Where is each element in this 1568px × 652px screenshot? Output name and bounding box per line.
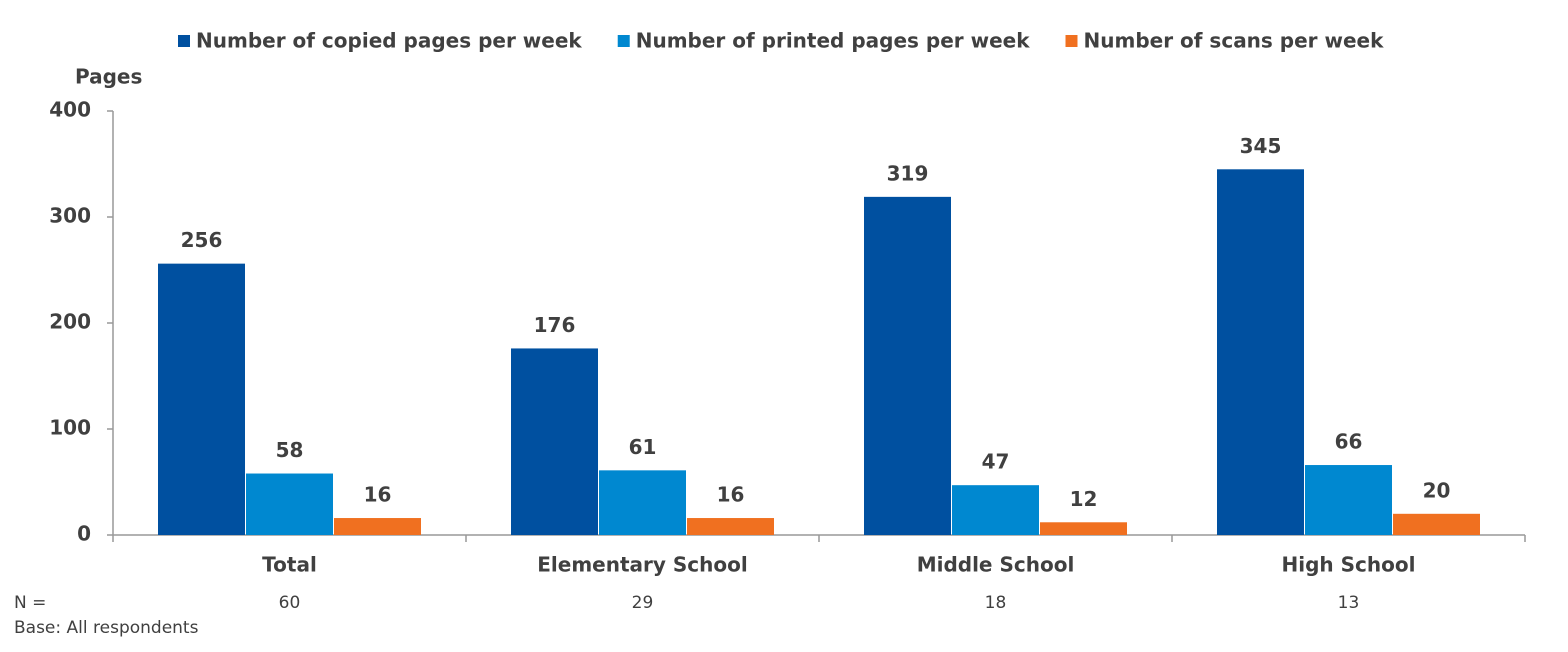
n-value: 29 [632, 593, 654, 613]
y-tick-label: 0 [77, 522, 91, 546]
bar [1040, 522, 1127, 535]
value-label: 61 [629, 435, 657, 459]
legend-label: Number of copied pages per week [196, 29, 582, 53]
bar [511, 348, 598, 535]
legend-swatch [178, 35, 190, 47]
bar [687, 518, 774, 535]
n-value: 13 [1338, 593, 1360, 613]
y-tick-label: 400 [49, 98, 91, 122]
x-tick-label: Elementary School [537, 553, 747, 577]
value-label: 16 [364, 483, 392, 507]
bar [158, 263, 245, 535]
value-label: 47 [982, 450, 1010, 474]
x-tick-label: Middle School [917, 553, 1075, 577]
bar [246, 473, 333, 535]
y-axis-label: Pages [75, 65, 142, 89]
y-tick-label: 300 [49, 204, 91, 228]
base-note: Base: All respondents [14, 618, 199, 638]
legend-item: Number of copied pages per week [178, 29, 582, 53]
bar [1393, 513, 1480, 535]
value-label: 58 [276, 438, 304, 462]
bar [1305, 465, 1392, 535]
bar [599, 470, 686, 535]
value-label: 176 [534, 313, 576, 337]
n-value: 18 [985, 593, 1007, 613]
legend-item: Number of printed pages per week [617, 29, 1030, 53]
value-label: 12 [1070, 487, 1098, 511]
value-label: 256 [181, 228, 223, 252]
bar [334, 518, 421, 535]
bar [1217, 169, 1304, 536]
value-label: 16 [717, 483, 745, 507]
y-tick-label: 200 [49, 310, 91, 334]
legend-item: Number of scans per week [1065, 29, 1385, 53]
legend: Number of copied pages per week Number of… [178, 29, 1384, 53]
bar [952, 485, 1039, 535]
x-tick-label: Total [262, 553, 317, 577]
y-tick-label: 100 [49, 416, 91, 440]
n-label: N = [14, 593, 46, 613]
bar [864, 196, 951, 536]
value-label: 66 [1335, 430, 1363, 454]
value-label: 20 [1423, 478, 1451, 502]
legend-swatch [617, 35, 630, 47]
legend-label: Number of printed pages per week [636, 29, 1030, 53]
legend-label: Number of scans per week [1084, 29, 1385, 53]
value-label: 345 [1240, 134, 1282, 158]
x-tick-label: High School [1282, 553, 1416, 577]
n-value: 60 [279, 593, 301, 613]
legend-swatch [1065, 35, 1078, 47]
value-label: 319 [887, 161, 929, 185]
